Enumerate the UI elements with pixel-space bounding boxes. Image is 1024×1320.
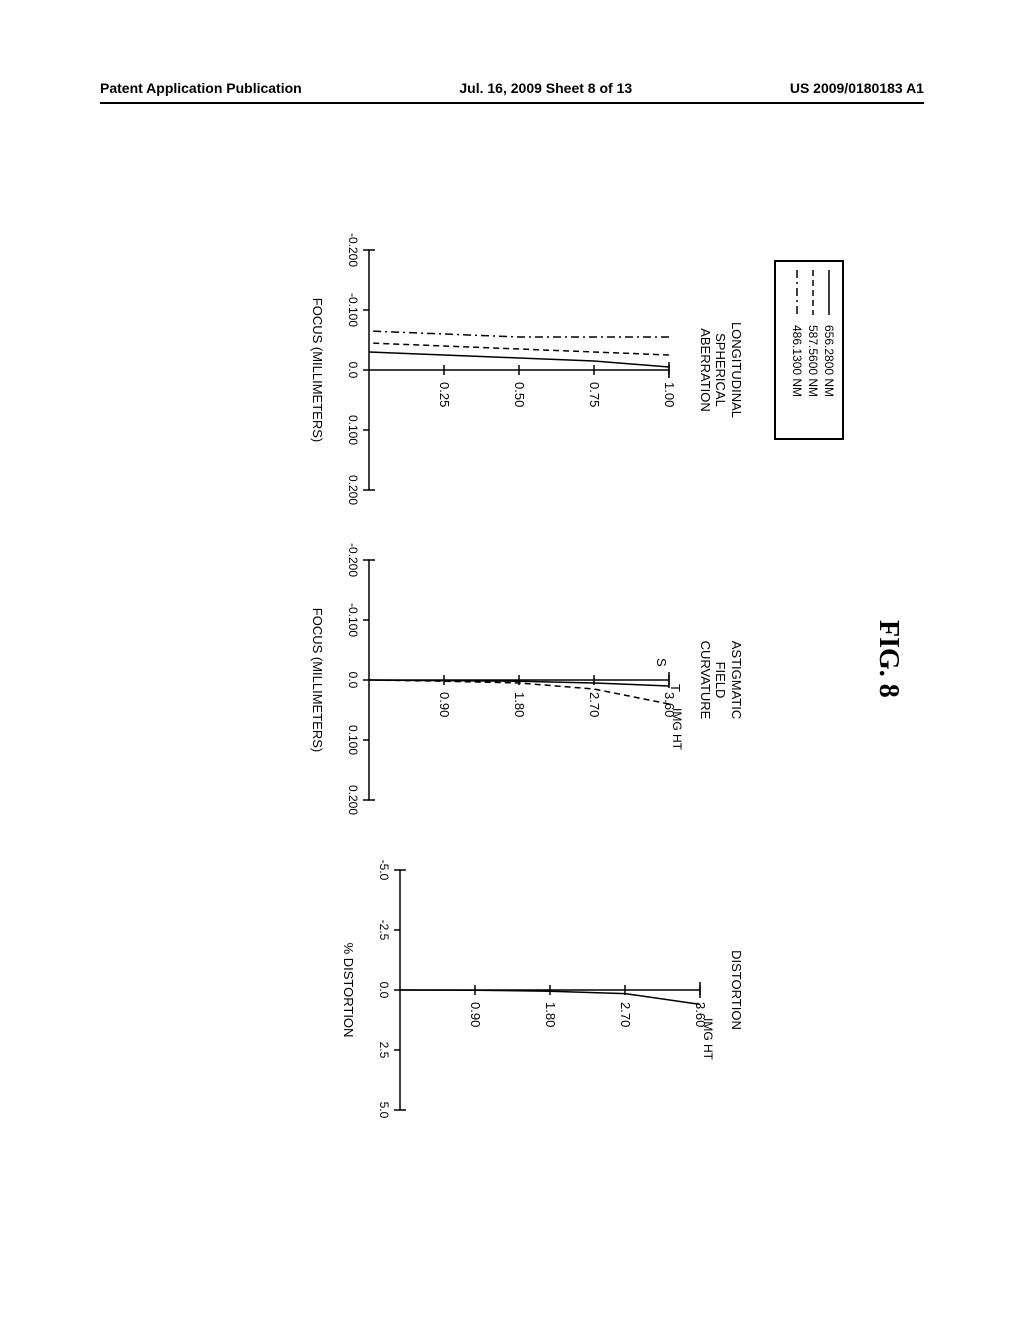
svg-text:S: S (654, 658, 669, 667)
svg-text:0.90: 0.90 (437, 692, 452, 717)
legend-line-icon (807, 270, 819, 315)
svg-text:1.00: 1.00 (662, 382, 677, 407)
svg-text:1.80: 1.80 (512, 692, 527, 717)
svg-text:0.100: 0.100 (346, 725, 360, 755)
svg-text:-0.100: -0.100 (346, 293, 360, 327)
svg-text:0.0: 0.0 (377, 982, 391, 999)
svg-text:IMG HT: IMG HT (701, 1018, 715, 1061)
figure-label: FIG. 8 (872, 620, 904, 698)
rotated-figure: FIG. 8 656.2800 NM587.5600 NM486.1300 NM… (100, 200, 924, 1150)
legend-row: 587.5600 NM (806, 270, 820, 430)
aberration-chart: LONGITUDINALSPHERICALABERRATION-0.200-0.… (324, 230, 744, 510)
svg-text:-0.200: -0.200 (346, 233, 360, 267)
x-axis-label: FOCUS (MILLIMETERS) (310, 230, 325, 510)
svg-text:2.70: 2.70 (618, 1002, 633, 1027)
svg-text:0.25: 0.25 (437, 382, 452, 407)
wavelength-legend: 656.2800 NM587.5600 NM486.1300 NM (774, 260, 844, 440)
svg-text:T: T (668, 684, 683, 692)
header-left: Patent Application Publication (100, 80, 302, 96)
legend-row: 486.1300 NM (790, 270, 804, 430)
chart-title: ASTIGMATICFIELDCURVATURE (697, 540, 744, 820)
page-header: Patent Application Publication Jul. 16, … (100, 80, 924, 104)
svg-text:-0.100: -0.100 (346, 603, 360, 637)
aberration-chart: ASTIGMATICFIELDCURVATURE -0.200 -0.100 0.0 0… (324, 540, 744, 820)
x-axis-label: % DISTORTION (341, 850, 356, 1130)
chart-svg: -5.0-2.50.02.55.03.602.701.800.90IMG HT (360, 850, 720, 1130)
legend-line-icon (791, 270, 803, 315)
chart-title: DISTORTION (728, 850, 744, 1130)
svg-text:0.100: 0.100 (346, 415, 360, 445)
svg-text:-5.0: -5.0 (377, 860, 391, 881)
aberration-chart: DISTORTION-5.0-2.50.02.55.03.602.701.800… (324, 850, 744, 1130)
legend-label: 656.2800 NM (822, 325, 836, 397)
x-axis-label: FOCUS (MILLIMETERS) (310, 540, 325, 820)
svg-text:0.200: 0.200 (346, 475, 360, 505)
svg-text:0.0: 0.0 (346, 362, 360, 379)
chart-svg: -0.200 -0.100 0.0 0.100 0.200 1.00 0.75 0.50 0.2… (329, 230, 689, 510)
svg-text:2.5: 2.5 (377, 1042, 391, 1059)
svg-text:2.70: 2.70 (587, 692, 602, 717)
legend-label: 587.5600 NM (806, 325, 820, 397)
header-right: US 2009/0180183 A1 (790, 80, 924, 96)
header-center: Jul. 16, 2009 Sheet 8 of 13 (459, 80, 632, 96)
svg-text:1.80: 1.80 (543, 1002, 558, 1027)
chart-svg: -0.200-0.1000.00.1000.2003.602.701.800.9… (329, 540, 689, 820)
figure-area: FIG. 8 656.2800 NM587.5600 NM486.1300 NM… (100, 200, 924, 1150)
legend-row: 656.2800 NM (822, 270, 836, 430)
svg-text:0.90: 0.90 (468, 1002, 483, 1027)
svg-text:0.75: 0.75 (587, 382, 602, 407)
svg-text:0.50: 0.50 (512, 382, 527, 407)
svg-text:0.200: 0.200 (346, 785, 360, 815)
svg-text:IMG HT: IMG HT (670, 708, 684, 751)
legend-label: 486.1300 NM (790, 325, 804, 397)
svg-text:-2.5: -2.5 (377, 920, 391, 941)
chart-title: LONGITUDINALSPHERICALABERRATION (697, 230, 744, 510)
legend-line-icon (823, 270, 835, 315)
svg-text:5.0: 5.0 (377, 1102, 391, 1119)
svg-text:0.0: 0.0 (346, 672, 360, 689)
svg-text:-0.200: -0.200 (346, 543, 360, 577)
